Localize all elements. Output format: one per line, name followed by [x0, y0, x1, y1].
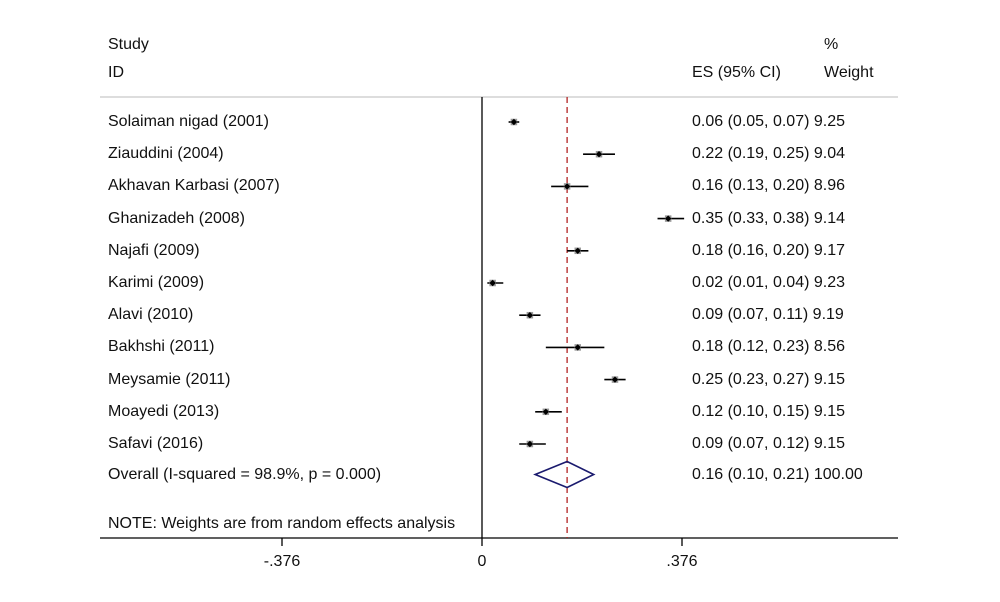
study-label: Bakhshi (2011) [108, 338, 215, 356]
point-estimate [563, 183, 571, 190]
id-header: ID [108, 64, 124, 81]
x-tick-label-pos: .376 [666, 553, 698, 570]
overall-diamond [533, 460, 596, 489]
study-es-text: 0.16 (0.13, 0.20) 8.96 [692, 177, 845, 195]
study-label: Akhavan Karbasi (2007) [108, 177, 280, 195]
study-label: Najafi (2009) [108, 241, 200, 259]
study-label: Karimi (2009) [108, 274, 205, 291]
study-es-text: 0.09 (0.07, 0.11) 9.19 [692, 306, 844, 324]
study-es-text: 0.35 (0.33, 0.38) 9.14 [692, 209, 845, 227]
point-estimate [574, 344, 581, 351]
x-tick-label-zero: 0 [477, 553, 487, 570]
study-es-text: 0.18 (0.12, 0.23) 8.56 [692, 338, 845, 356]
study-es-text: 0.09 (0.07, 0.12) 9.15 [692, 435, 845, 452]
weight-header: Weight [824, 64, 874, 81]
es-header: ES (95% CI) [692, 64, 781, 81]
study-es-text: 0.06 (0.05, 0.07) 9.25 [692, 113, 845, 130]
study-label: Safavi (2016) [108, 435, 204, 452]
point-estimate [664, 215, 672, 222]
point-estimate [510, 118, 518, 126]
weight-percent-header: % [824, 36, 839, 53]
point-estimate [526, 312, 534, 319]
study-label: Ziauddini (2004) [108, 145, 224, 163]
study-es-text: 0.18 (0.16, 0.20) 9.17 [692, 241, 845, 259]
point-estimate [595, 151, 603, 158]
point-estimate [526, 440, 534, 448]
study-header: Study [108, 36, 149, 53]
overall-label: Overall (I-squared = 98.9%, p = 0.000) [108, 466, 382, 483]
study-es-text: 0.12 (0.10, 0.15) 9.15 [692, 402, 845, 420]
x-tick-label-neg: -.376 [263, 553, 301, 570]
study-label: Moayedi (2013) [108, 402, 220, 420]
study-es-text: 0.25 (0.23, 0.27) 9.15 [692, 370, 845, 388]
point-estimate [574, 247, 581, 254]
study-es-text: 0.22 (0.19, 0.25) 9.04 [692, 145, 845, 163]
study-label: Solaiman nigad (2001) [108, 113, 269, 130]
study-label: Ghanizadeh (2008) [108, 209, 245, 227]
point-estimate [611, 376, 619, 383]
overall-es-text: 0.16 (0.10, 0.21) 100.00 [692, 466, 863, 483]
study-label: Alavi (2010) [108, 306, 194, 324]
study-label: Meysamie (2011) [108, 370, 231, 388]
point-estimate [489, 279, 496, 287]
study-es-text: 0.02 (0.01, 0.04) 9.23 [692, 274, 845, 291]
weights-note: NOTE: Weights are from random effects an… [108, 515, 456, 532]
point-estimate [542, 408, 550, 415]
